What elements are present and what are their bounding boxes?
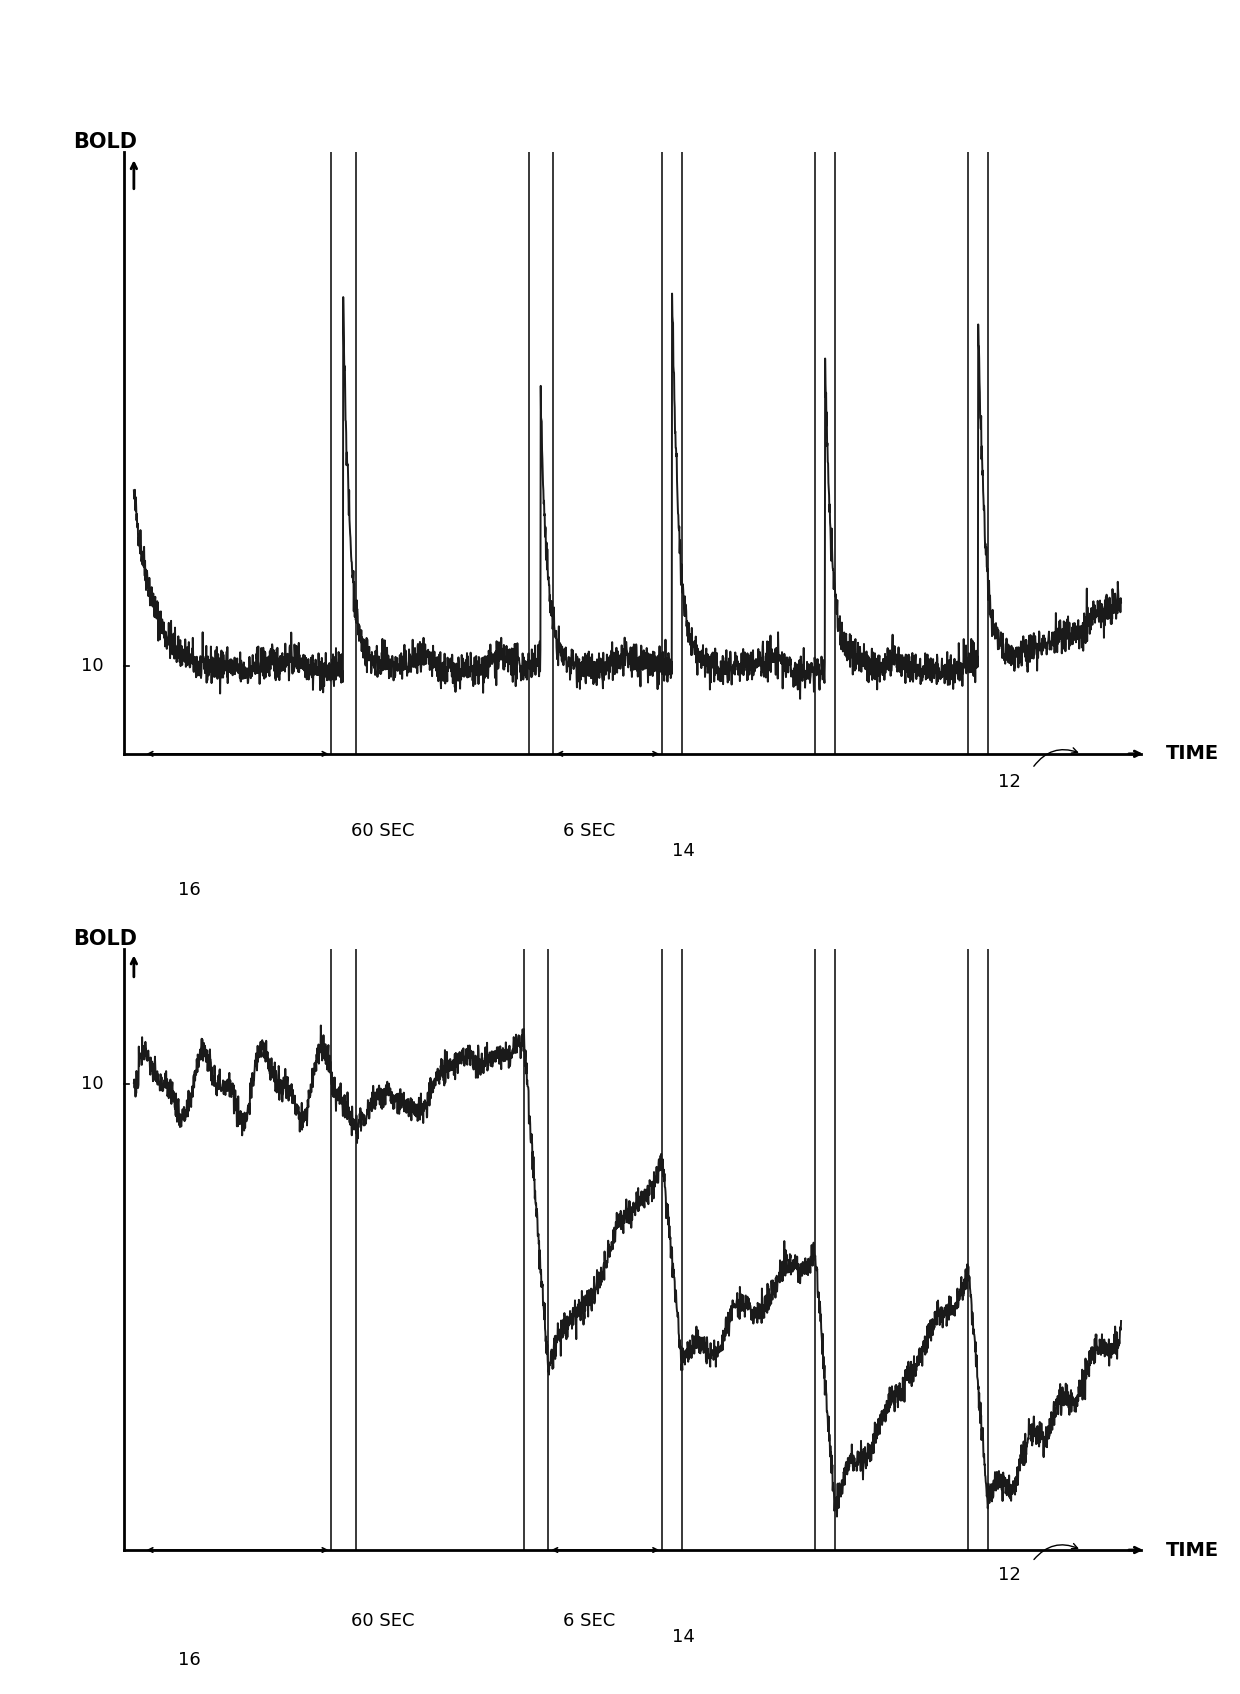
- Text: 6 SEC: 6 SEC: [563, 1613, 615, 1630]
- Text: 60 SEC: 60 SEC: [351, 822, 414, 840]
- Text: 14: 14: [672, 1628, 694, 1645]
- Text: 14: 14: [672, 842, 694, 861]
- Text: BOLD: BOLD: [73, 132, 138, 152]
- Text: BOLD: BOLD: [73, 928, 138, 949]
- Text: 12: 12: [998, 1565, 1021, 1584]
- Text: TIME: TIME: [1166, 744, 1219, 764]
- Text: 16: 16: [179, 881, 201, 900]
- Text: TIME: TIME: [1166, 1540, 1219, 1560]
- Text: 6 SEC: 6 SEC: [563, 822, 615, 840]
- Text: FIG. 1A: FIG. 1A: [583, 983, 682, 1010]
- Text: 60 SEC: 60 SEC: [351, 1613, 414, 1630]
- Text: 10: 10: [81, 1076, 103, 1093]
- Text: 16: 16: [179, 1652, 201, 1669]
- Text: 10: 10: [81, 657, 103, 674]
- Text: 12: 12: [998, 774, 1021, 791]
